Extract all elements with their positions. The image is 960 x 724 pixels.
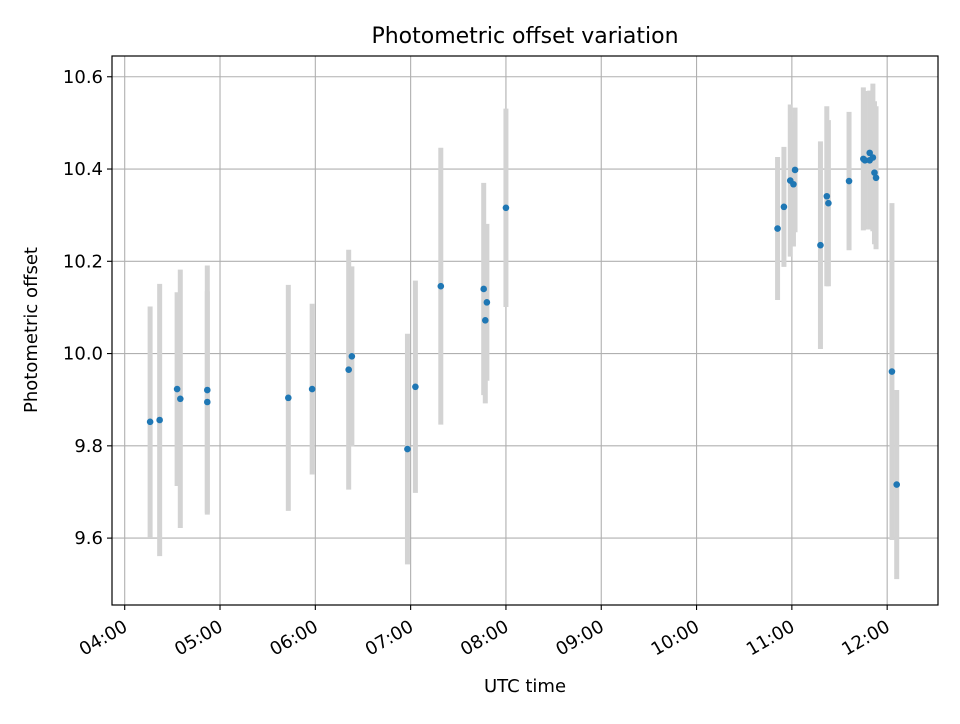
grid-lines xyxy=(112,56,938,605)
data-point xyxy=(825,199,832,207)
data-point xyxy=(483,299,491,306)
chart-title: Photometric offset variation xyxy=(371,24,678,49)
data-point xyxy=(817,241,824,249)
plot-frame xyxy=(111,55,939,606)
data-point xyxy=(502,204,510,212)
data-point xyxy=(308,385,316,393)
data-point xyxy=(345,366,352,374)
y-tick-label: 10.6 xyxy=(63,67,103,88)
data-point xyxy=(845,177,853,185)
data-point xyxy=(204,398,211,406)
y-tick-label: 10.2 xyxy=(63,251,103,272)
data-point xyxy=(437,282,445,290)
x-tick-label: 04:00 xyxy=(76,616,131,660)
x-axis-label: UTC time xyxy=(484,676,566,697)
x-tick-label: 10:00 xyxy=(648,616,703,660)
y-tick-label: 10.4 xyxy=(63,159,103,180)
data-point xyxy=(204,386,211,394)
data-point xyxy=(173,385,181,393)
data-point xyxy=(177,395,184,403)
y-axis-ticks: 9.6 9.8 10.0 10.2 10.4 10.6 xyxy=(63,67,112,549)
x-axis-ticks: 04:00 05:00 06:00 07:00 08:00 09:00 10:00 11:00… xyxy=(76,605,894,660)
data-point xyxy=(404,445,411,453)
x-tick-label: 07:00 xyxy=(362,616,417,660)
data-point xyxy=(780,203,788,211)
data-point xyxy=(871,169,878,177)
x-tick-label: 09:00 xyxy=(552,616,607,660)
data-point xyxy=(348,353,356,360)
data-point xyxy=(790,180,797,188)
y-tick-label: 9.8 xyxy=(74,436,103,457)
data-point xyxy=(285,394,292,402)
data-point xyxy=(480,285,488,293)
data-point xyxy=(872,174,880,182)
x-tick-label: 05:00 xyxy=(171,616,226,660)
y-axis-label: Photometric offset xyxy=(21,247,42,413)
x-tick-label: 11:00 xyxy=(743,616,798,660)
x-tick-label: 06:00 xyxy=(266,616,321,660)
data-point xyxy=(869,154,877,161)
data-point xyxy=(888,368,896,375)
data-point xyxy=(823,192,831,200)
data-point xyxy=(861,156,869,164)
data-point xyxy=(146,418,154,426)
data-point xyxy=(412,383,419,391)
data-point xyxy=(774,225,781,232)
data-point xyxy=(791,166,799,174)
data-point xyxy=(481,317,489,324)
data-point xyxy=(156,416,163,424)
plot-area xyxy=(112,56,938,605)
x-tick-label: 12:00 xyxy=(838,616,893,660)
y-tick-label: 10.0 xyxy=(63,344,103,365)
data-point xyxy=(866,149,873,157)
y-tick-label: 9.6 xyxy=(74,528,103,549)
data-points xyxy=(146,149,900,488)
x-tick-label: 08:00 xyxy=(457,616,512,660)
data-point xyxy=(893,481,900,488)
